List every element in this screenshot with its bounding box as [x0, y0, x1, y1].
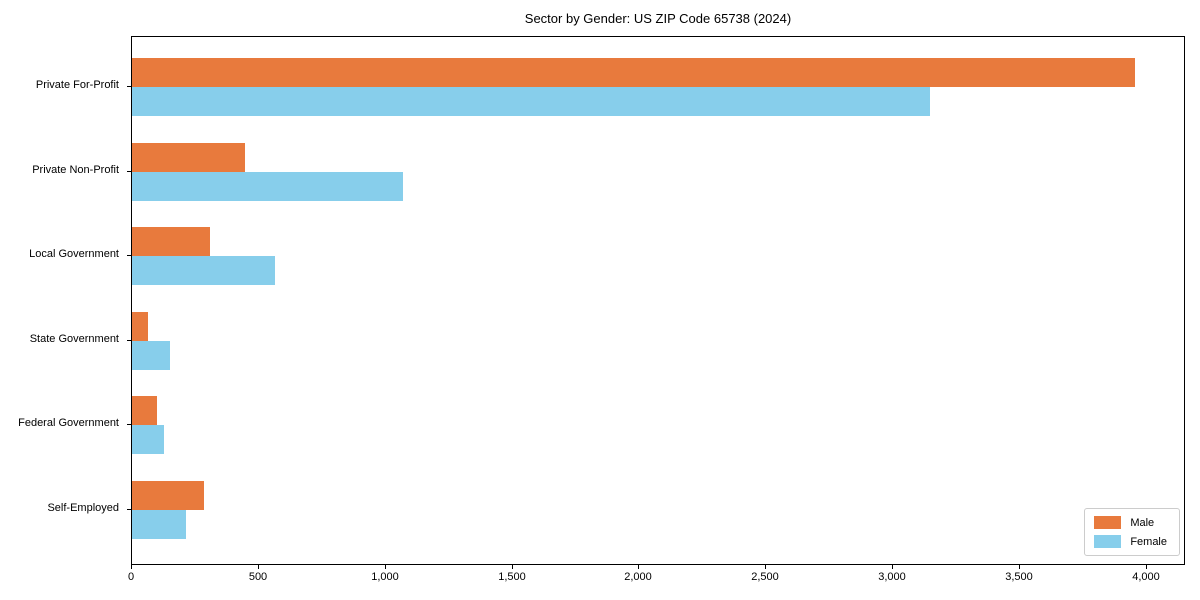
bar-female-private-non-profit [132, 172, 403, 201]
legend-item-female: Female [1094, 535, 1167, 548]
x-tick-2000 [638, 565, 639, 569]
x-tick-0 [131, 565, 132, 569]
y-tick-private-non-profit [127, 171, 131, 172]
x-tick-label-3000: 3,000 [878, 571, 906, 583]
x-tick-500 [258, 565, 259, 569]
bar-male-federal-government [132, 396, 158, 425]
legend-label-male: Male [1130, 516, 1155, 529]
x-tick-4000 [1146, 565, 1147, 569]
legend-label-female: Female [1130, 535, 1167, 548]
y-axis-label-private-for-profit: Private For-Profit [35, 79, 119, 91]
x-tick-1500 [512, 565, 513, 569]
x-tick-label-2500: 2,500 [751, 571, 779, 583]
y-axis-label-federal-government: Federal Government [18, 417, 119, 429]
chart-title: Sector by Gender: US ZIP Code 65738 (202… [524, 11, 792, 26]
y-tick-state-government [127, 340, 131, 341]
legend: Male Female [1084, 508, 1180, 556]
bar-female-federal-government [132, 425, 165, 454]
x-tick-label-0: 0 [127, 571, 135, 583]
bar-male-self-employed [132, 481, 205, 510]
bar-female-state-government [132, 341, 171, 370]
legend-swatch-female [1094, 535, 1122, 548]
bar-male-state-government [132, 312, 148, 341]
x-tick-label-1000: 1,000 [371, 571, 399, 583]
y-axis-label-local-government: Local Government [29, 248, 119, 260]
x-tick-label-500: 500 [248, 571, 268, 583]
y-axis-label-self-employed: Self-Employed [47, 502, 119, 514]
y-tick-local-government [127, 255, 131, 256]
y-tick-federal-government [127, 424, 131, 425]
x-tick-label-3500: 3,500 [1005, 571, 1033, 583]
x-tick-2500 [765, 565, 766, 569]
bar-female-local-government [132, 256, 276, 285]
bar-male-local-government [132, 227, 211, 256]
y-axis-label-private-non-profit: Private Non-Profit [32, 164, 119, 176]
bar-female-private-for-profit [132, 87, 930, 116]
x-tick-label-4000: 4,000 [1132, 571, 1160, 583]
x-tick-3000 [892, 565, 893, 569]
legend-swatch-male [1094, 516, 1122, 529]
plot-area: Male Female [131, 36, 1185, 565]
x-tick-3500 [1019, 565, 1020, 569]
y-tick-self-employed [127, 509, 131, 510]
x-tick-1000 [385, 565, 386, 569]
x-tick-label-1500: 1,500 [498, 571, 526, 583]
legend-item-male: Male [1094, 516, 1167, 529]
bar-male-private-non-profit [132, 143, 245, 172]
y-axis-label-state-government: State Government [29, 333, 119, 345]
bar-male-private-for-profit [132, 58, 1135, 87]
bar-female-self-employed [132, 510, 187, 539]
x-tick-label-2000: 2,000 [624, 571, 652, 583]
y-tick-private-for-profit [127, 86, 131, 87]
